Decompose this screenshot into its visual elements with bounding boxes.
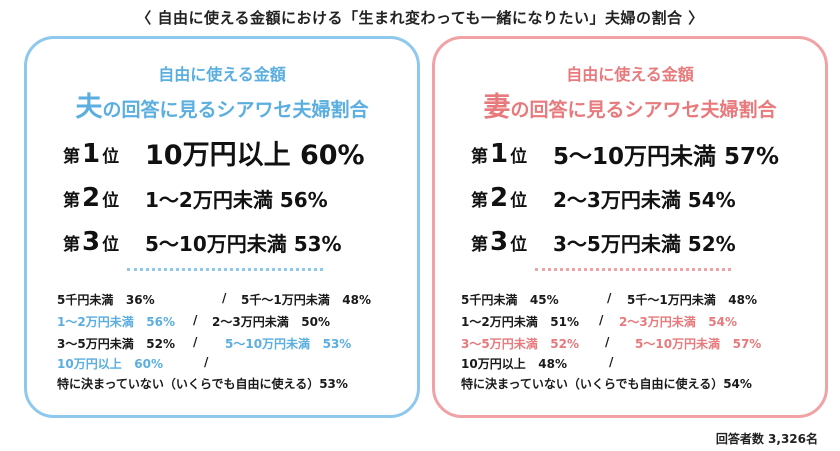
rank-suffix: 位 bbox=[102, 147, 120, 167]
list-item: 1〜2万円未満 51% bbox=[461, 315, 579, 329]
rank-prefix: 第 bbox=[471, 235, 488, 255]
rank-1: 第1 位 5〜10万円未満 57% bbox=[471, 139, 779, 170]
rank-3: 第3 位 5〜10万円未満 53% bbox=[63, 227, 342, 257]
rank-value: 3〜5万円未満 52% bbox=[553, 232, 736, 256]
separator: / bbox=[599, 313, 604, 327]
list-item: 5〜10万円未満 53% bbox=[225, 337, 352, 351]
rank-prefix: 第 bbox=[63, 235, 80, 255]
rank-value: 5〜10万円未満 57% bbox=[553, 144, 780, 170]
list-item: 2〜3万円未満 50% bbox=[212, 315, 330, 329]
rank-value: 10万円以上 60% bbox=[145, 140, 365, 171]
rank-value: 1〜2万円未満 56% bbox=[145, 188, 328, 212]
rank-number: 1 bbox=[490, 139, 509, 169]
heading-big-char: 妻 bbox=[483, 92, 511, 123]
list-item: 5千〜1万円未満 48% bbox=[627, 293, 757, 307]
husband-panel: 自由に使える金額 夫の回答に見るシアワセ夫婦割合 第1 位 10万円以上 60% 第… bbox=[24, 36, 420, 418]
rank-number: 2 bbox=[490, 183, 509, 213]
rank-number: 3 bbox=[490, 227, 509, 257]
list-item: 10万円以上 48% bbox=[461, 357, 567, 371]
rank-value: 2〜3万円未満 54% bbox=[553, 188, 736, 212]
panel-subtitle: 自由に使える金額 bbox=[158, 65, 286, 84]
rank-suffix: 位 bbox=[510, 191, 528, 211]
rank-prefix: 第 bbox=[471, 191, 488, 211]
rank-number: 3 bbox=[82, 227, 101, 257]
list-item: 5千円未満 36% bbox=[57, 293, 155, 307]
list-item: 10万円以上 60% bbox=[57, 357, 163, 371]
separator: / bbox=[605, 335, 610, 349]
list-item: 5千〜1万円未満 48% bbox=[241, 293, 371, 307]
page-title: 〈 自由に使える金額における「生まれ変わっても一緒になりたい」夫婦の割合 〉 bbox=[136, 9, 704, 27]
dotted-divider bbox=[535, 268, 731, 271]
rank-prefix: 第 bbox=[63, 147, 80, 167]
list-item: 1〜2万円未満 56% bbox=[57, 315, 175, 329]
rank-value: 5〜10万円未満 53% bbox=[145, 232, 342, 256]
rank-suffix: 位 bbox=[510, 147, 528, 167]
list-item: 特に決まっていない（いくらでも自由に使える）54% bbox=[461, 377, 752, 391]
list-item: 5〜10万円未満 57% bbox=[635, 337, 762, 351]
separator: / bbox=[193, 313, 198, 327]
rank-number: 2 bbox=[82, 183, 101, 213]
dotted-divider bbox=[127, 268, 323, 271]
list-item: 3〜5万円未満 52% bbox=[461, 337, 579, 351]
respondent-count: 回答者数 3,326名 bbox=[715, 432, 818, 446]
separator: / bbox=[193, 335, 198, 349]
rank-number: 1 bbox=[82, 139, 101, 169]
rank-3: 第3 位 3〜5万円未満 52% bbox=[471, 227, 736, 257]
separator: / bbox=[607, 291, 612, 305]
separator: / bbox=[204, 355, 209, 369]
rank-suffix: 位 bbox=[102, 235, 120, 255]
separator: / bbox=[609, 355, 614, 369]
rank-suffix: 位 bbox=[102, 191, 120, 211]
panel-subtitle: 自由に使える金額 bbox=[566, 65, 694, 84]
panel-heading: 妻の回答に見るシアワセ夫婦割合 bbox=[435, 85, 825, 124]
heading-big-char: 夫 bbox=[75, 92, 103, 123]
rank-prefix: 第 bbox=[63, 191, 80, 211]
rank-suffix: 位 bbox=[510, 235, 528, 255]
rank-1: 第1 位 10万円以上 60% bbox=[63, 139, 365, 171]
list-item: 2〜3万円未満 54% bbox=[619, 315, 737, 329]
heading-rest: の回答に見るシアワセ夫婦割合 bbox=[510, 99, 777, 121]
separator: / bbox=[222, 291, 227, 305]
list-item: 3〜5万円未満 52% bbox=[57, 337, 175, 351]
rank-2: 第2 位 2〜3万円未満 54% bbox=[471, 183, 736, 213]
panel-heading: 夫の回答に見るシアワセ夫婦割合 bbox=[27, 85, 417, 124]
wife-panel: 自由に使える金額 妻の回答に見るシアワセ夫婦割合 第1 位 5〜10万円未満 57%… bbox=[432, 36, 828, 418]
heading-rest: の回答に見るシアワセ夫婦割合 bbox=[102, 99, 369, 121]
list-item: 5千円未満 45% bbox=[461, 293, 559, 307]
list-item: 特に決まっていない（いくらでも自由に使える）53% bbox=[57, 377, 348, 391]
rank-2: 第2 位 1〜2万円未満 56% bbox=[63, 183, 328, 213]
rank-prefix: 第 bbox=[471, 147, 488, 167]
